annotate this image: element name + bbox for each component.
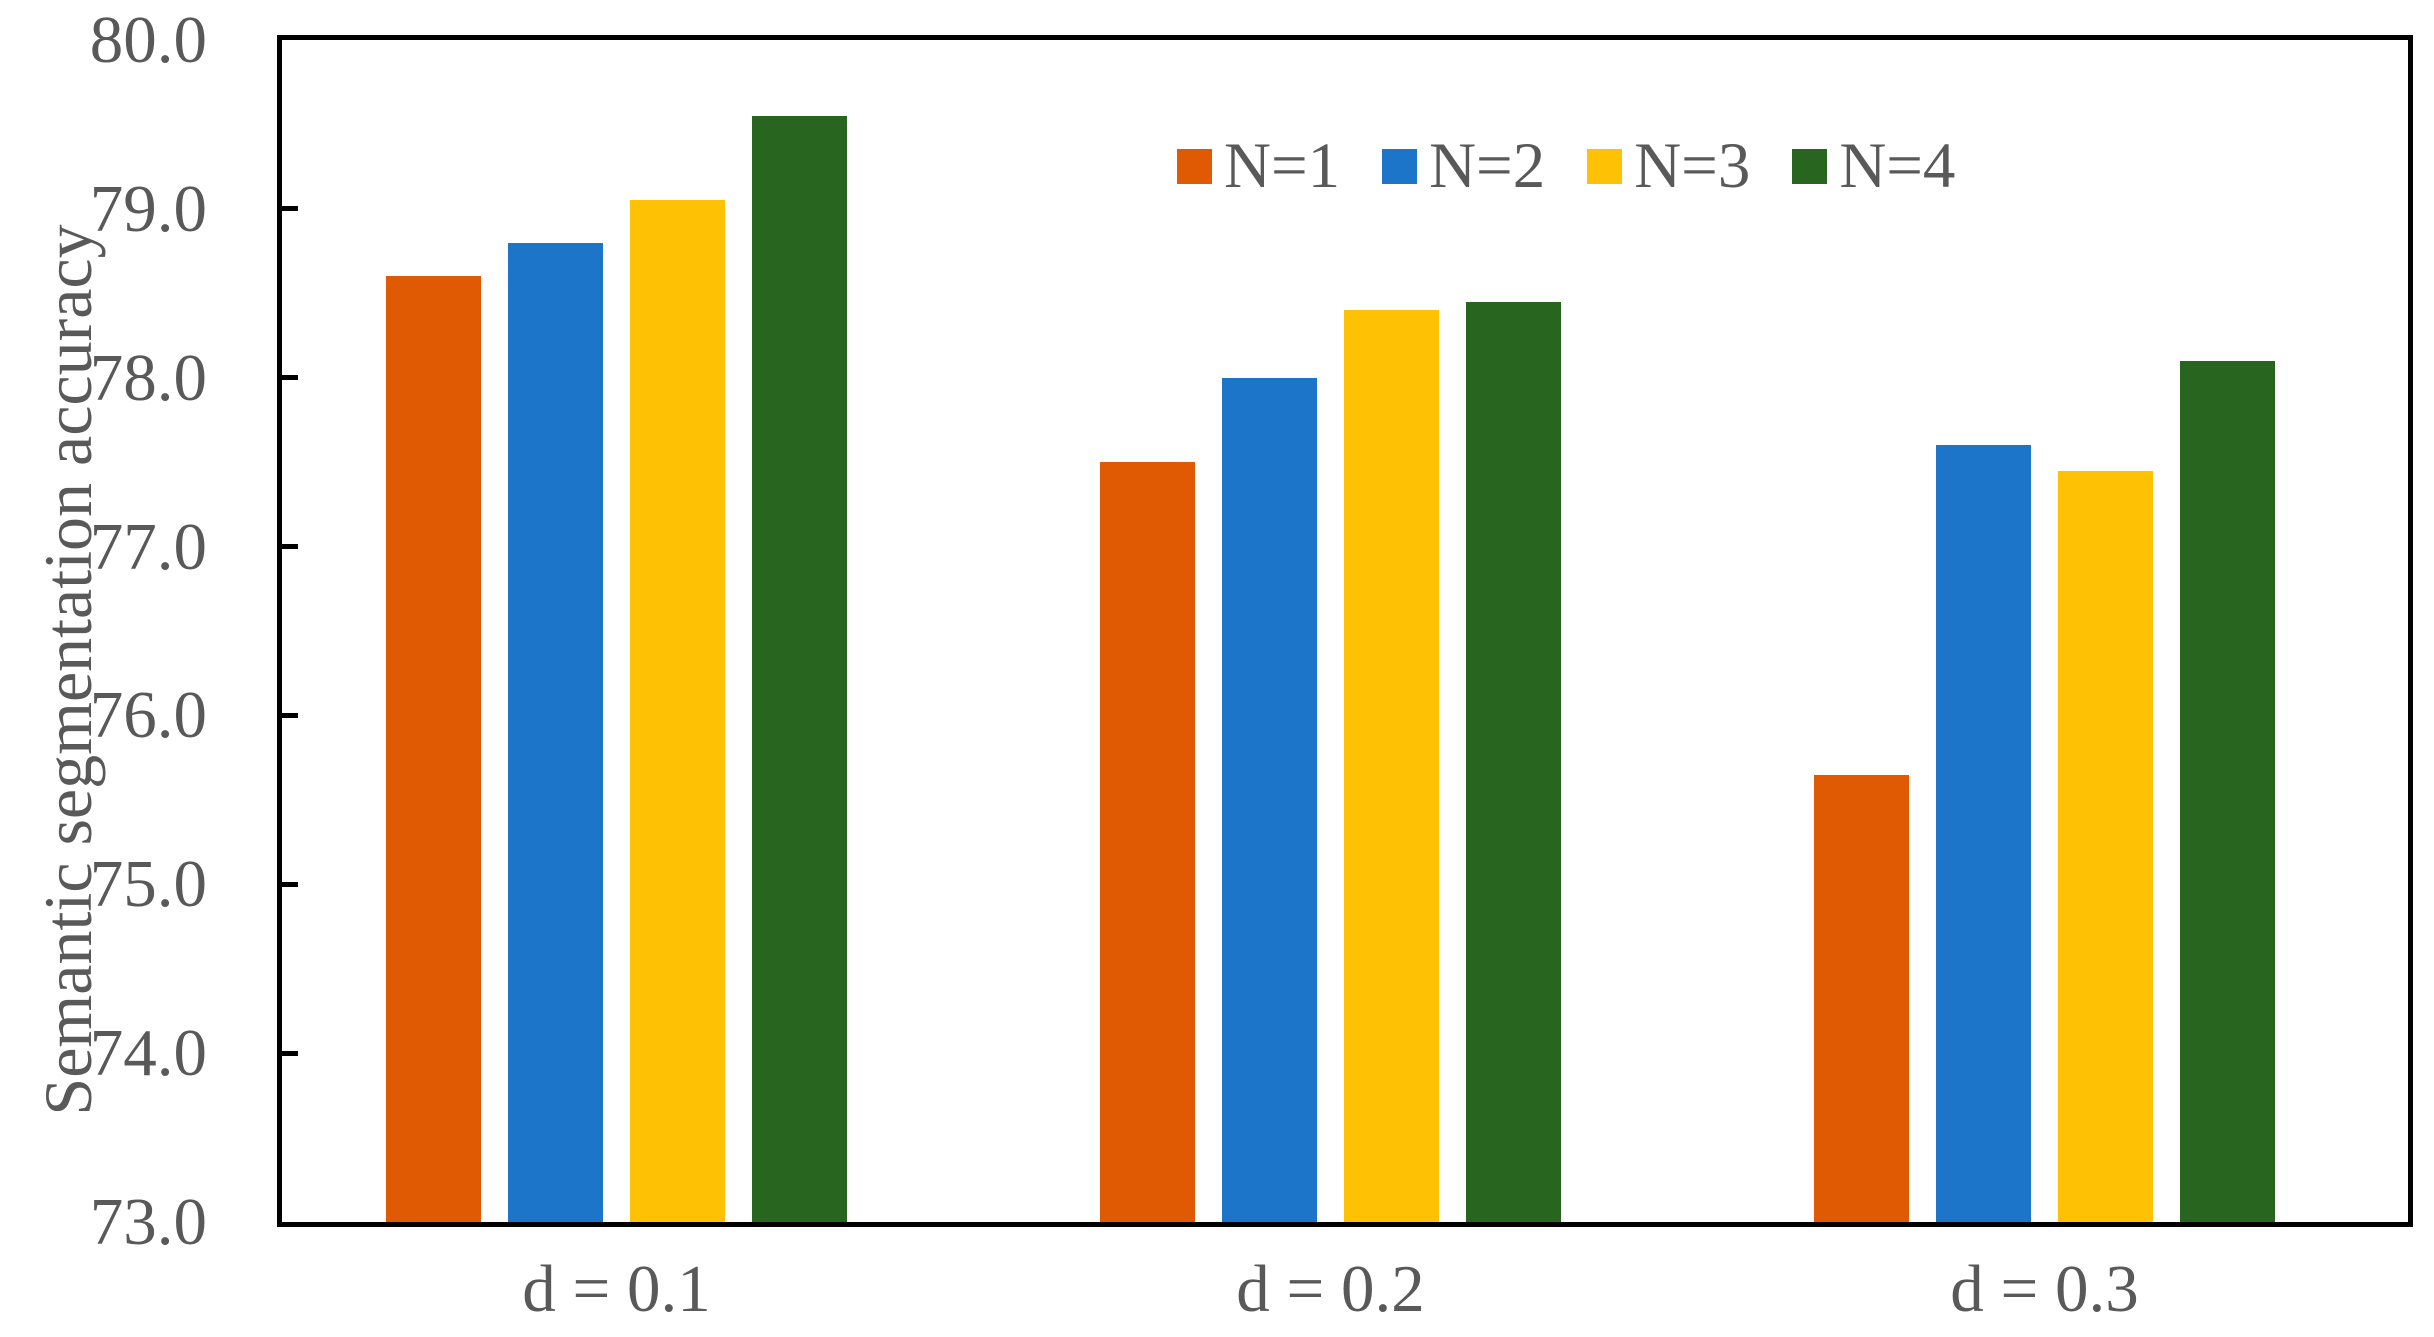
x-category-label: d = 0.3 xyxy=(1950,1252,2139,1326)
bar-3-n4 xyxy=(2180,360,2275,1222)
x-category-label: d = 0.1 xyxy=(522,1252,711,1326)
y-tick-label: 79.0 xyxy=(89,171,207,246)
bar-1-n4 xyxy=(752,116,847,1222)
bar-1-n2 xyxy=(508,242,603,1222)
bar-1-n1 xyxy=(386,276,481,1222)
legend-swatch-icon xyxy=(1792,148,1828,184)
legend-item: N=3 xyxy=(1587,130,1750,202)
plot-area: N=1 N=2 N=3 N=4 xyxy=(277,35,2413,1227)
legend-label: N=1 xyxy=(1224,130,1341,202)
bar-3-n3 xyxy=(2058,470,2153,1222)
y-tick-label: 78.0 xyxy=(89,340,207,415)
y-tick-label: 77.0 xyxy=(89,509,207,584)
y-tick-mark xyxy=(282,1050,298,1056)
bar-2-n4 xyxy=(1466,301,1561,1222)
legend-label: N=3 xyxy=(1634,130,1751,202)
y-tick-mark xyxy=(282,206,298,212)
legend-swatch-icon xyxy=(1587,148,1623,184)
y-tick-label: 75.0 xyxy=(89,847,207,922)
y-tick-mark xyxy=(282,375,298,381)
legend-label: N=2 xyxy=(1429,130,1546,202)
legend-item: N=1 xyxy=(1177,130,1340,202)
legend-item: N=4 xyxy=(1792,130,1955,202)
x-category-label: d = 0.2 xyxy=(1236,1252,1425,1326)
bar-2-n3 xyxy=(1344,310,1439,1222)
bar-2-n1 xyxy=(1100,462,1195,1222)
legend: N=1 N=2 N=3 N=4 xyxy=(1177,130,1955,202)
legend-label: N=4 xyxy=(1839,130,1956,202)
y-tick-mark xyxy=(282,544,298,550)
y-tick-label: 80.0 xyxy=(89,3,207,77)
bar-3-n2 xyxy=(1936,445,2031,1222)
y-tick-label: 73.0 xyxy=(89,1185,207,1259)
y-tick-label: 76.0 xyxy=(89,678,207,753)
y-tick-label: 74.0 xyxy=(89,1016,207,1091)
y-tick-mark xyxy=(282,712,298,718)
bar-1-n3 xyxy=(630,200,725,1222)
legend-swatch-icon xyxy=(1382,148,1418,184)
bar-3-n1 xyxy=(1814,774,1909,1222)
y-tick-mark xyxy=(282,881,298,887)
bar-2-n2 xyxy=(1222,377,1317,1222)
legend-item: N=2 xyxy=(1382,130,1545,202)
legend-swatch-icon xyxy=(1177,148,1212,184)
